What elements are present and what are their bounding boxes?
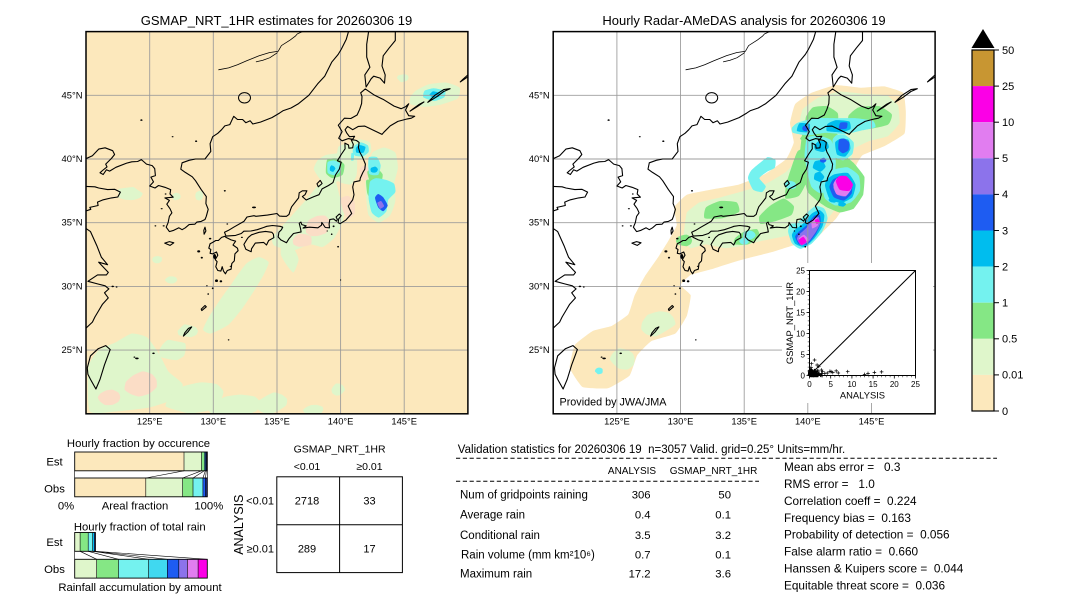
svg-text:0.5: 0.5 (1002, 334, 1017, 346)
svg-text:45°N: 45°N (62, 89, 83, 100)
svg-text:145°E: 145°E (859, 415, 885, 426)
svg-text:≥0.01: ≥0.01 (356, 461, 382, 473)
svg-text:40°N: 40°N (529, 153, 550, 164)
svg-text:<0.01: <0.01 (294, 461, 321, 473)
svg-text:45°N: 45°N (529, 89, 550, 100)
svg-text:GSMAP_NRT_1HR: GSMAP_NRT_1HR (294, 444, 386, 456)
svg-text:33: 33 (363, 496, 375, 508)
svg-text:25: 25 (796, 266, 805, 275)
svg-text:Validation statistics for 2026: Validation statistics for 20260306 19 n=… (458, 444, 845, 456)
svg-text:140°E: 140°E (795, 415, 821, 426)
svg-text:Average rain: Average rain (460, 509, 525, 521)
svg-text:ANALYSIS: ANALYSIS (608, 466, 656, 477)
svg-text:25: 25 (1002, 81, 1014, 93)
svg-text:5: 5 (1002, 153, 1008, 165)
svg-text:0.01: 0.01 (1002, 370, 1023, 382)
svg-text:17.2: 17.2 (629, 569, 651, 581)
svg-text:289: 289 (298, 544, 316, 556)
svg-text:GSMAP_NRT_1HR: GSMAP_NRT_1HR (670, 466, 758, 477)
svg-text:30°N: 30°N (529, 280, 550, 291)
svg-text:Hanssen & Kuipers score = 0.0: Hanssen & Kuipers score = 0.044 (784, 562, 964, 576)
svg-text:ANALYSIS: ANALYSIS (232, 495, 246, 555)
svg-text:135°E: 135°E (264, 415, 290, 426)
svg-text:25°N: 25°N (62, 344, 83, 355)
svg-text:1: 1 (1002, 298, 1008, 310)
svg-text:125°E: 125°E (604, 415, 630, 426)
svg-text:GSMAP_NRT_1HR: GSMAP_NRT_1HR (784, 282, 795, 364)
svg-text:35°N: 35°N (62, 217, 83, 228)
svg-text:GSMAP_NRT_1HR estimates for 20: GSMAP_NRT_1HR estimates for 20260306 19 (141, 13, 412, 28)
svg-text:0.1: 0.1 (715, 509, 731, 521)
svg-text:0: 0 (1002, 406, 1008, 418)
svg-text:Mean abs error = 0.3: Mean abs error = 0.3 (784, 460, 901, 474)
svg-text:125°E: 125°E (137, 415, 163, 426)
svg-text:17: 17 (363, 544, 375, 556)
svg-text:Rain volume (mm km²10⁶): Rain volume (mm km²10⁶) (461, 549, 595, 561)
svg-text:145°E: 145°E (391, 415, 417, 426)
svg-text:30°N: 30°N (62, 280, 83, 291)
svg-text:Conditional rain: Conditional rain (460, 530, 540, 542)
svg-text:140°E: 140°E (328, 415, 354, 426)
svg-text:<0.01: <0.01 (246, 496, 274, 508)
svg-text:5: 5 (828, 380, 833, 389)
svg-text:3.6: 3.6 (715, 569, 731, 581)
svg-text:10: 10 (847, 380, 856, 389)
svg-text:20: 20 (796, 287, 805, 296)
svg-text:Obs: Obs (44, 484, 65, 496)
svg-text:ANALYSIS: ANALYSIS (840, 390, 885, 401)
svg-text:35°N: 35°N (529, 217, 550, 228)
svg-text:25: 25 (911, 380, 920, 389)
svg-text:15: 15 (796, 308, 805, 317)
svg-text:2: 2 (1002, 261, 1008, 273)
svg-text:0%: 0% (58, 501, 74, 513)
svg-text:306: 306 (632, 489, 651, 501)
svg-text:40°N: 40°N (62, 153, 83, 164)
svg-text:10: 10 (796, 329, 805, 338)
svg-text:130°E: 130°E (668, 415, 694, 426)
svg-text:5: 5 (801, 350, 806, 359)
svg-text:3.2: 3.2 (715, 530, 731, 542)
svg-text:4: 4 (1002, 189, 1008, 201)
svg-text:≥0.01: ≥0.01 (247, 544, 274, 556)
svg-text:Num of gridpoints raining: Num of gridpoints raining (460, 489, 588, 501)
svg-text:0.7: 0.7 (635, 549, 651, 561)
svg-text:3.5: 3.5 (635, 530, 651, 542)
svg-text:0.1: 0.1 (715, 549, 731, 561)
svg-text:Hourly fraction by occurence: Hourly fraction by occurence (67, 438, 210, 450)
svg-text:3: 3 (1002, 225, 1008, 237)
svg-text:0: 0 (807, 380, 812, 389)
svg-text:25°N: 25°N (529, 344, 550, 355)
svg-text:15: 15 (869, 380, 878, 389)
svg-text:Est: Est (46, 457, 63, 469)
svg-text:2718: 2718 (295, 496, 319, 508)
svg-text:Obs: Obs (44, 564, 65, 576)
svg-text:Provided by JWA/JMA: Provided by JWA/JMA (560, 397, 668, 409)
svg-text:10: 10 (1002, 117, 1014, 129)
svg-text:Probability of detection = 0.: Probability of detection = 0.056 (784, 528, 950, 542)
svg-text:0.4: 0.4 (635, 509, 651, 521)
svg-text:Correlation coeff = 0.224: Correlation coeff = 0.224 (784, 494, 917, 508)
svg-text:50: 50 (1002, 45, 1014, 57)
svg-text:Est: Est (46, 537, 63, 549)
svg-text:100%: 100% (194, 501, 223, 513)
svg-text:130°E: 130°E (200, 415, 226, 426)
svg-text:False alarm ratio = 0.660: False alarm ratio = 0.660 (784, 545, 919, 559)
svg-text:RMS error = 1.0: RMS error = 1.0 (784, 477, 875, 491)
svg-text:Areal fraction: Areal fraction (102, 501, 169, 513)
svg-text:Hourly Radar-AMeDAS analysis f: Hourly Radar-AMeDAS analysis for 2026030… (602, 13, 885, 28)
svg-text:50: 50 (718, 489, 731, 501)
svg-text:Equitable threat score = 0.03: Equitable threat score = 0.036 (784, 579, 945, 593)
svg-text:Rainfall accumulation by amoun: Rainfall accumulation by amount (58, 582, 222, 594)
svg-text:20: 20 (890, 380, 899, 389)
svg-text:135°E: 135°E (731, 415, 757, 426)
svg-text:0: 0 (801, 371, 806, 380)
svg-text:Frequency bias = 0.163: Frequency bias = 0.163 (784, 511, 911, 525)
svg-text:Hourly fraction of total rain: Hourly fraction of total rain (74, 522, 206, 534)
svg-text:Maximum rain: Maximum rain (460, 569, 532, 581)
